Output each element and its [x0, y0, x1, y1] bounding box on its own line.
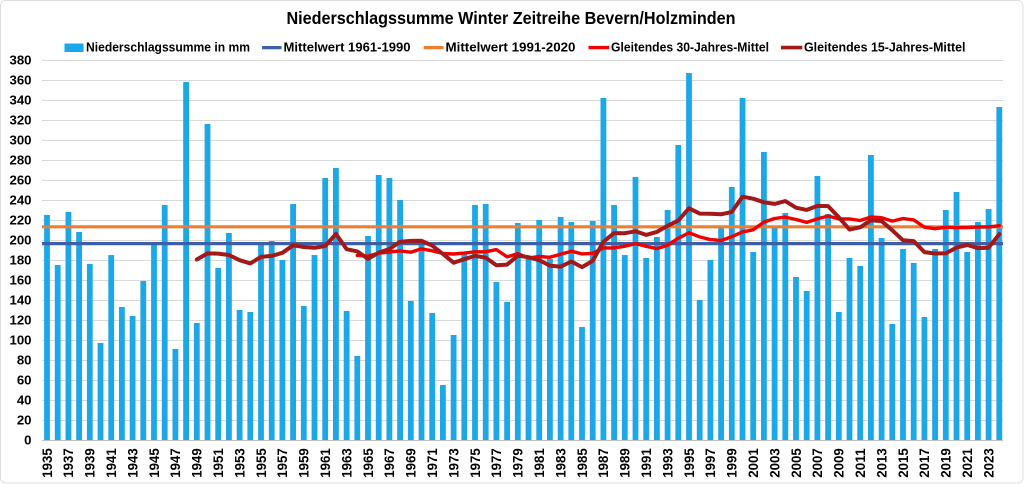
svg-text:2023: 2023	[981, 448, 996, 478]
svg-text:1973: 1973	[446, 448, 461, 478]
svg-text:1947: 1947	[168, 448, 183, 478]
svg-text:2015: 2015	[896, 448, 911, 478]
svg-text:1957: 1957	[275, 448, 290, 478]
svg-text:1975: 1975	[468, 448, 483, 478]
svg-text:2003: 2003	[767, 448, 782, 478]
svg-text:180: 180	[9, 253, 31, 268]
svg-text:2001: 2001	[746, 448, 761, 478]
svg-text:80: 80	[17, 353, 32, 368]
svg-text:2019: 2019	[939, 448, 954, 478]
svg-text:1999: 1999	[725, 448, 740, 478]
svg-text:Niederschlagssumme in mm: Niederschlagssumme in mm	[86, 40, 250, 55]
svg-text:1971: 1971	[425, 448, 440, 478]
svg-text:100: 100	[9, 333, 31, 348]
svg-text:1951: 1951	[211, 448, 226, 478]
svg-text:1963: 1963	[339, 448, 354, 478]
svg-text:2013: 2013	[874, 448, 889, 478]
svg-text:20: 20	[17, 413, 32, 428]
svg-text:1969: 1969	[404, 448, 419, 478]
svg-text:2021: 2021	[960, 448, 975, 478]
svg-text:1965: 1965	[361, 448, 376, 478]
svg-text:1993: 1993	[660, 448, 675, 478]
svg-text:140: 140	[9, 293, 31, 308]
svg-text:2007: 2007	[810, 448, 825, 478]
svg-text:1959: 1959	[297, 448, 312, 478]
svg-text:2017: 2017	[917, 448, 932, 478]
svg-text:1987: 1987	[596, 448, 611, 478]
svg-text:360: 360	[9, 73, 31, 88]
svg-text:200: 200	[9, 233, 31, 248]
svg-text:1991: 1991	[639, 448, 654, 478]
svg-text:Mittelwert 1961-1990: Mittelwert 1961-1990	[284, 40, 411, 55]
svg-text:Niederschlagssumme Winter Zeit: Niederschlagssumme Winter Zeitreihe Beve…	[287, 8, 736, 28]
svg-text:1979: 1979	[511, 448, 526, 478]
svg-text:1961: 1961	[318, 448, 333, 478]
svg-text:1989: 1989	[618, 448, 633, 478]
svg-text:1967: 1967	[382, 448, 397, 478]
svg-text:340: 340	[9, 93, 31, 108]
svg-text:1977: 1977	[489, 448, 504, 478]
svg-text:Mittelwert 1991-2020: Mittelwert 1991-2020	[446, 40, 576, 55]
svg-text:Gleitendes 15-Jahres-Mittel: Gleitendes 15-Jahres-Mittel	[804, 40, 966, 55]
svg-text:1945: 1945	[147, 448, 162, 478]
svg-text:260: 260	[9, 173, 31, 188]
svg-text:320: 320	[9, 113, 31, 128]
svg-text:380: 380	[9, 53, 31, 68]
svg-text:1985: 1985	[575, 448, 590, 478]
svg-text:Gleitendes 30-Jahres-Mittel: Gleitendes 30-Jahres-Mittel	[611, 40, 769, 55]
svg-text:220: 220	[9, 213, 31, 228]
svg-text:2011: 2011	[853, 448, 868, 478]
svg-text:60: 60	[17, 373, 32, 388]
svg-text:280: 280	[9, 153, 31, 168]
svg-text:1935: 1935	[40, 448, 55, 478]
svg-text:1949: 1949	[190, 448, 205, 478]
svg-text:1997: 1997	[703, 448, 718, 478]
svg-text:2009: 2009	[832, 448, 847, 478]
svg-text:1939: 1939	[83, 448, 98, 478]
svg-text:0: 0	[24, 433, 31, 448]
svg-text:1953: 1953	[232, 448, 247, 478]
svg-text:1995: 1995	[682, 448, 697, 478]
svg-text:120: 120	[9, 313, 31, 328]
svg-text:40: 40	[17, 393, 32, 408]
svg-text:1983: 1983	[553, 448, 568, 478]
svg-text:160: 160	[9, 273, 31, 288]
svg-text:240: 240	[9, 193, 31, 208]
svg-text:1955: 1955	[254, 448, 269, 478]
svg-text:300: 300	[9, 133, 31, 148]
svg-text:1981: 1981	[532, 448, 547, 478]
svg-text:2005: 2005	[789, 448, 804, 478]
svg-text:1937: 1937	[61, 448, 76, 478]
svg-text:1941: 1941	[104, 448, 119, 478]
svg-text:1943: 1943	[125, 448, 140, 478]
